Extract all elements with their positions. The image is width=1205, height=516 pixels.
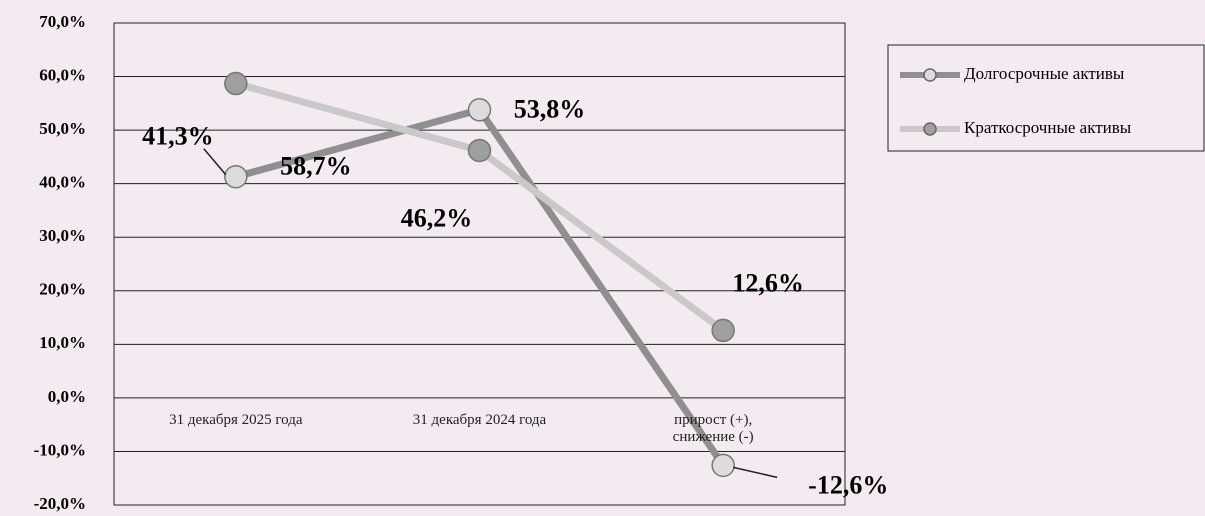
x-tick-label: 31 декабря 2024 года [412, 411, 547, 428]
y-tick-label: 20,0% [39, 280, 86, 299]
legend-box [887, 44, 1205, 152]
y-tick-label: -10,0% [34, 440, 86, 459]
legend-marker [923, 68, 937, 82]
data-label: 12,6% [732, 268, 804, 297]
marker [711, 453, 735, 478]
y-tick-label: 30,0% [39, 226, 86, 245]
marker [711, 318, 735, 343]
x-tick-label: 31 декабря 2025 года [169, 411, 303, 428]
data-label: 41,3% [142, 122, 214, 151]
plot-border [113, 22, 846, 506]
y-tick-label: 60,0% [39, 65, 86, 84]
data-label: 58,7% [280, 151, 352, 180]
y-tick-label: 40,0% [39, 173, 86, 192]
legend-marker [923, 122, 937, 136]
x-tick-label: прирост (+), снижение (-) [672, 411, 754, 445]
data-label: 53,8% [514, 95, 586, 124]
y-tick-label: 50,0% [39, 119, 86, 138]
legend-label: Краткосрочные активы [964, 118, 1132, 137]
y-tick-label: 10,0% [39, 333, 86, 352]
marker [467, 138, 492, 163]
leader-line [203, 148, 227, 176]
leader-line [733, 466, 778, 479]
data-label: 46,2% [401, 203, 473, 232]
marker [224, 71, 248, 96]
y-tick-label: -20,0% [34, 494, 86, 513]
y-tick-label: 0,0% [48, 387, 86, 406]
marker [224, 164, 248, 189]
marker [467, 98, 492, 122]
y-tick-label: 70,0% [39, 12, 86, 31]
legend-label: Долгосрочные активы [964, 64, 1125, 83]
data-label: -12,6% [808, 470, 888, 499]
